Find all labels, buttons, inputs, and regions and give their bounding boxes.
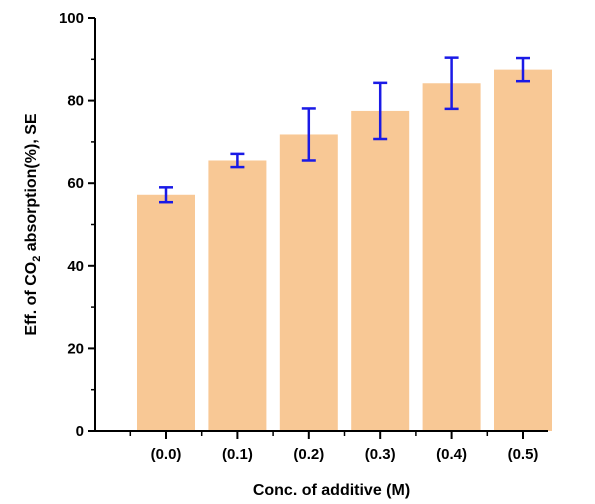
- x-tick-label: (0.0): [151, 446, 182, 463]
- ticks-layer: 0 20 40 60 80 100 (0.0) (0.1) (0.2) (0.3) (0.4) (0.…: [59, 10, 538, 463]
- bar: [422, 83, 481, 431]
- y-axis-title-subscript: 2: [31, 256, 43, 262]
- y-tick-label: 100: [59, 10, 84, 27]
- y-axis-title-part2: absorption(%), SE: [23, 113, 40, 256]
- y-axis-title-part1: Eff. of CO: [23, 262, 40, 336]
- y-tick-label: 20: [67, 340, 84, 357]
- error-bar: [444, 56, 459, 111]
- x-tick-label: (0.5): [508, 446, 539, 463]
- bar: [494, 69, 552, 431]
- x-tick-label: (0.3): [365, 446, 396, 463]
- x-tick-label: (0.1): [222, 446, 253, 463]
- x-axis-title: Conc. of additive (M): [253, 482, 410, 499]
- y-axis-title: Eff. of CO2 absorption(%), SE: [23, 113, 43, 335]
- y-tick-label: 40: [67, 258, 84, 275]
- error-bar: [159, 186, 173, 204]
- bar: [351, 110, 410, 432]
- x-tick-label: (0.4): [436, 446, 467, 463]
- error-bar: [301, 107, 316, 162]
- error-bars-layer: [159, 56, 530, 204]
- y-tick-label: 80: [67, 93, 84, 110]
- x-tick-label: (0.2): [293, 446, 324, 463]
- bar: [208, 160, 267, 432]
- bar: [279, 134, 338, 431]
- error-bar: [516, 56, 530, 83]
- bars-layer: [137, 69, 552, 432]
- bar: [137, 194, 195, 431]
- y-tick-label: 0: [76, 423, 84, 440]
- error-bar: [373, 81, 388, 141]
- y-tick-label: 60: [67, 175, 84, 192]
- error-bar: [230, 152, 245, 169]
